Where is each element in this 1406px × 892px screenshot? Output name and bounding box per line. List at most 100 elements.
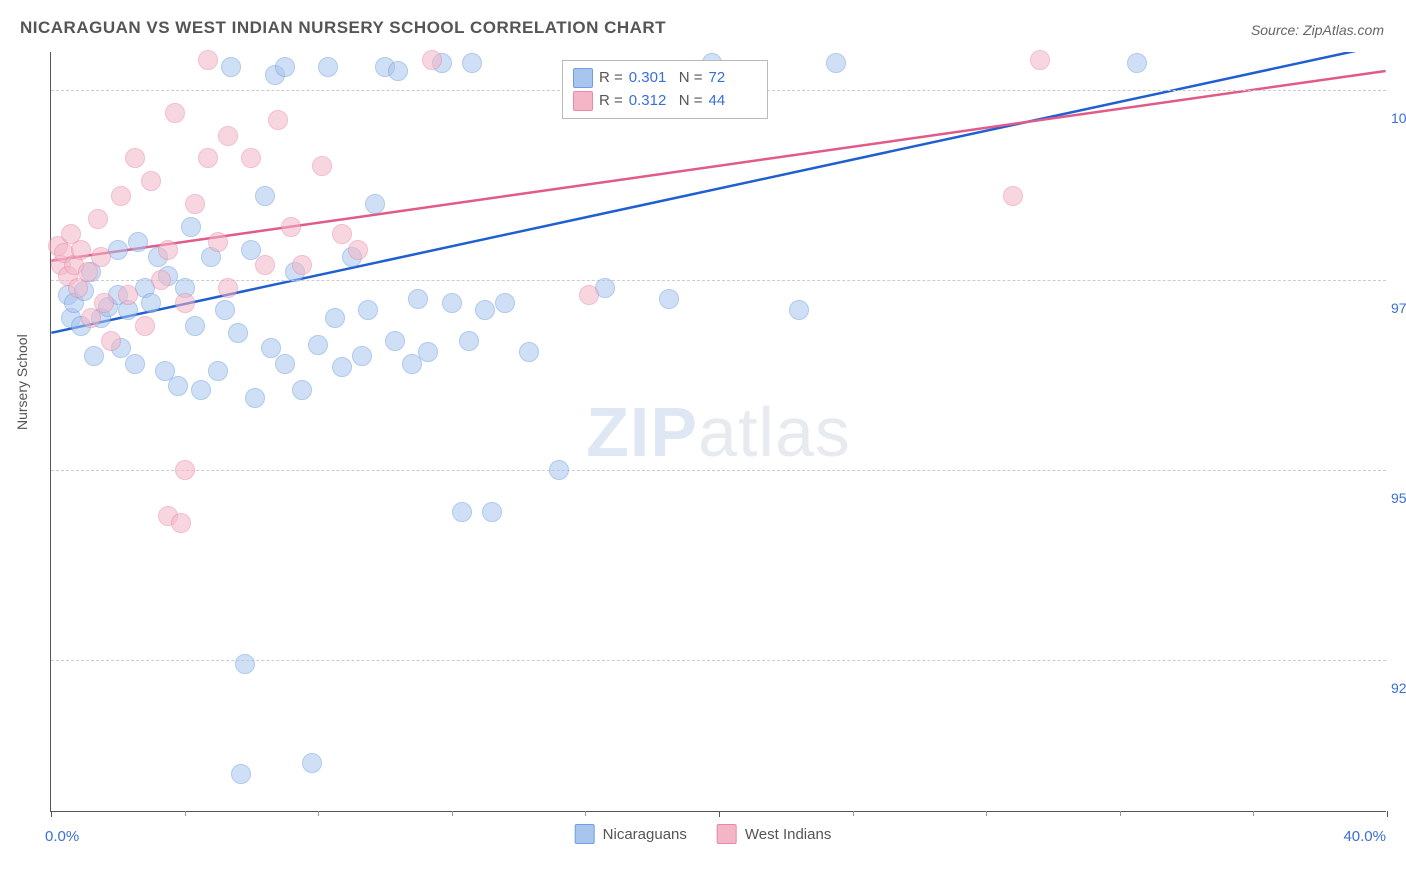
data-point-nicaraguans	[495, 293, 515, 313]
y-axis-label: Nursery School	[14, 334, 30, 430]
data-point-west_indians	[281, 217, 301, 237]
data-point-nicaraguans	[141, 293, 161, 313]
data-point-west_indians	[579, 285, 599, 305]
x-tick-minor	[585, 811, 586, 816]
data-point-west_indians	[165, 103, 185, 123]
data-point-nicaraguans	[475, 300, 495, 320]
data-point-west_indians	[71, 240, 91, 260]
data-point-west_indians	[141, 171, 161, 191]
data-point-nicaraguans	[255, 186, 275, 206]
legend-n-label: N =	[679, 67, 703, 90]
data-point-nicaraguans	[549, 460, 569, 480]
x-tick-minor	[185, 811, 186, 816]
legend-r-label: R =	[599, 67, 623, 90]
series-legend: Nicaraguans West Indians	[575, 824, 832, 844]
gridline	[51, 470, 1386, 471]
data-point-nicaraguans	[275, 354, 295, 374]
legend-r-value: 0.301	[629, 67, 673, 90]
data-point-west_indians	[175, 293, 195, 313]
data-point-west_indians	[88, 209, 108, 229]
data-point-west_indians	[268, 110, 288, 130]
data-point-nicaraguans	[191, 380, 211, 400]
y-tick-label: 100.0%	[1391, 110, 1406, 126]
data-point-west_indians	[185, 194, 205, 214]
x-tick-minor	[1120, 811, 1121, 816]
y-tick-label: 92.5%	[1391, 680, 1406, 696]
data-point-west_indians	[332, 224, 352, 244]
legend-n-value: 72	[709, 67, 753, 90]
data-point-west_indians	[118, 285, 138, 305]
data-point-nicaraguans	[408, 289, 428, 309]
data-point-nicaraguans	[208, 361, 228, 381]
series-legend-item: West Indians	[717, 824, 831, 844]
chart-title: NICARAGUAN VS WEST INDIAN NURSERY SCHOOL…	[20, 18, 666, 38]
data-point-west_indians	[218, 126, 238, 146]
data-point-nicaraguans	[275, 57, 295, 77]
data-point-west_indians	[312, 156, 332, 176]
data-point-nicaraguans	[1127, 53, 1147, 73]
x-tick-minor	[986, 811, 987, 816]
data-point-west_indians	[198, 50, 218, 70]
source-prefix: Source:	[1251, 22, 1303, 38]
data-point-nicaraguans	[388, 61, 408, 81]
data-point-nicaraguans	[185, 316, 205, 336]
data-point-nicaraguans	[358, 300, 378, 320]
data-point-west_indians	[198, 148, 218, 168]
gridline	[51, 280, 1386, 281]
legend-swatch	[717, 824, 737, 844]
plot-area: ZIPatlas 92.5%95.0%97.5%100.0%	[50, 52, 1386, 812]
x-axis-max-label: 40.0%	[1343, 828, 1386, 845]
data-point-west_indians	[255, 255, 275, 275]
data-point-nicaraguans	[318, 57, 338, 77]
series-legend-item: Nicaraguans	[575, 824, 687, 844]
data-point-nicaraguans	[365, 194, 385, 214]
x-tick-minor	[1253, 811, 1254, 816]
y-tick-label: 97.5%	[1391, 300, 1406, 316]
data-point-nicaraguans	[452, 502, 472, 522]
correlation-legend: R =0.301N =72R =0.312N =44	[562, 60, 768, 119]
data-point-nicaraguans	[519, 342, 539, 362]
series-legend-label: Nicaraguans	[603, 826, 687, 843]
x-tick	[719, 811, 720, 817]
legend-n-label: N =	[679, 90, 703, 113]
data-point-nicaraguans	[442, 293, 462, 313]
data-point-nicaraguans	[459, 331, 479, 351]
data-point-nicaraguans	[789, 300, 809, 320]
watermark: ZIPatlas	[586, 392, 851, 472]
data-point-nicaraguans	[418, 342, 438, 362]
data-point-west_indians	[125, 148, 145, 168]
data-point-west_indians	[1003, 186, 1023, 206]
data-point-west_indians	[158, 240, 178, 260]
data-point-west_indians	[91, 247, 111, 267]
legend-row: R =0.312N =44	[573, 90, 753, 113]
data-point-nicaraguans	[235, 654, 255, 674]
x-tick	[1387, 811, 1388, 817]
data-point-west_indians	[135, 316, 155, 336]
source-link[interactable]: ZipAtlas.com	[1303, 22, 1384, 38]
watermark-zip: ZIP	[586, 393, 698, 471]
data-point-nicaraguans	[128, 232, 148, 252]
data-point-west_indians	[94, 293, 114, 313]
legend-r-label: R =	[599, 90, 623, 113]
watermark-atlas: atlas	[698, 393, 851, 471]
data-point-west_indians	[218, 278, 238, 298]
legend-n-value: 44	[709, 90, 753, 113]
chart-container: NICARAGUAN VS WEST INDIAN NURSERY SCHOOL…	[0, 0, 1406, 892]
data-point-west_indians	[171, 513, 191, 533]
data-point-nicaraguans	[332, 357, 352, 377]
data-point-nicaraguans	[215, 300, 235, 320]
y-tick-label: 95.0%	[1391, 490, 1406, 506]
data-point-nicaraguans	[125, 354, 145, 374]
data-point-west_indians	[348, 240, 368, 260]
data-point-nicaraguans	[308, 335, 328, 355]
data-point-west_indians	[208, 232, 228, 252]
data-point-nicaraguans	[826, 53, 846, 73]
legend-swatch	[573, 68, 593, 88]
data-point-nicaraguans	[462, 53, 482, 73]
series-legend-label: West Indians	[745, 826, 831, 843]
data-point-west_indians	[101, 331, 121, 351]
data-point-nicaraguans	[302, 753, 322, 773]
data-point-nicaraguans	[385, 331, 405, 351]
data-point-west_indians	[292, 255, 312, 275]
data-point-nicaraguans	[168, 376, 188, 396]
